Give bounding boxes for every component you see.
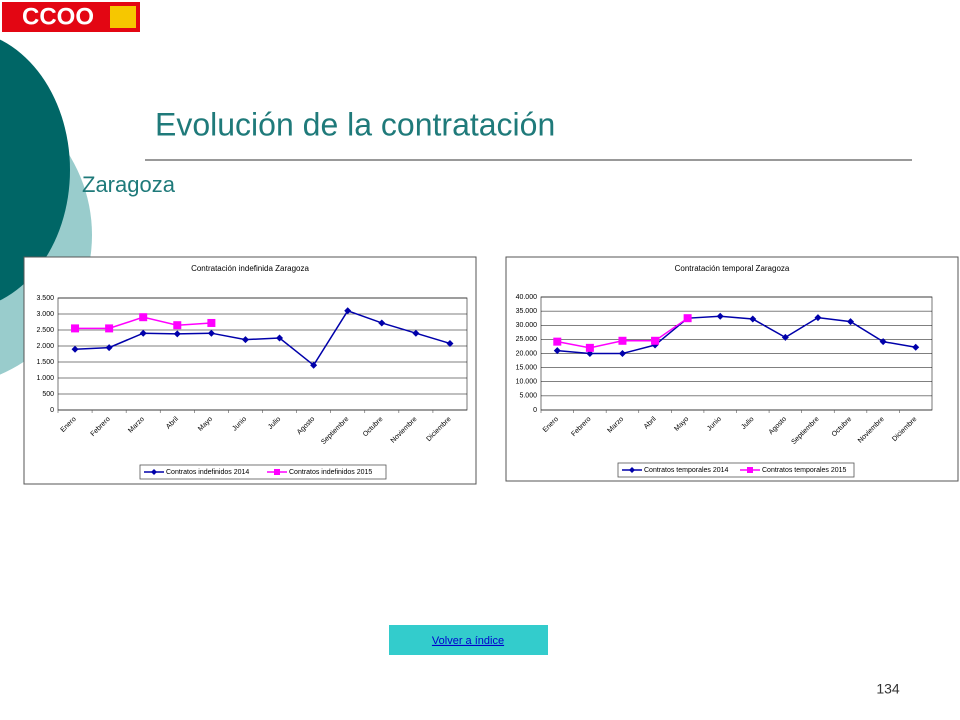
y-tick-label: 0 [50, 407, 54, 414]
page-number: 134 [876, 681, 900, 697]
legend-label: Contratos indefinidos 2015 [289, 469, 372, 476]
chart-frame [505, 256, 959, 482]
marker [105, 324, 114, 333]
legend-marker [274, 469, 280, 475]
chart-frame [23, 256, 477, 485]
marker [105, 344, 113, 352]
marker [749, 315, 757, 323]
y-tick-label: 3.500 [36, 295, 54, 302]
marker [71, 345, 79, 353]
legend-box [617, 462, 855, 478]
marker [446, 339, 454, 347]
marker [651, 336, 660, 345]
index-button[interactable] [389, 625, 548, 655]
marker [412, 329, 420, 337]
y-tick-label: 1.500 [36, 359, 54, 366]
slide-subtitle: Zaragoza [82, 172, 176, 197]
legend-marker [747, 467, 753, 473]
legend-box [139, 464, 387, 480]
decor-circle [0, 39, 70, 301]
y-tick-label: 40.000 [516, 294, 538, 301]
y-tick-label: 10.000 [516, 379, 538, 386]
logo-text: CCOO [22, 3, 94, 30]
y-tick-label: 0 [533, 407, 537, 414]
marker [139, 329, 147, 337]
legend-marker [151, 469, 157, 475]
series-line [557, 315, 916, 355]
marker [553, 347, 561, 355]
y-tick-label: 2.000 [36, 343, 54, 350]
chart-title: Contratación indefinida Zaragoza [191, 264, 309, 273]
marker [310, 361, 318, 369]
marker [207, 318, 216, 327]
legend-label: Contratos temporales 2014 [644, 467, 729, 474]
marker [618, 350, 626, 357]
marker [716, 312, 724, 320]
y-tick-label: 2.500 [36, 327, 54, 334]
series-line [75, 309, 451, 367]
logo-flag [110, 6, 136, 28]
marker [139, 313, 148, 322]
legend-label: Contratos indefinidos 2014 [166, 469, 249, 476]
marker [553, 337, 562, 346]
marker [912, 343, 920, 351]
marker [173, 321, 182, 330]
legend-label: Contratos temporales 2015 [762, 467, 847, 474]
marker [618, 336, 627, 345]
marker [241, 336, 249, 344]
marker [207, 329, 215, 337]
y-tick-label: 1.000 [36, 375, 54, 382]
y-tick-label: 5.000 [519, 393, 537, 400]
y-tick-label: 25.000 [516, 336, 538, 343]
marker [276, 334, 284, 342]
y-tick-label: 35.000 [516, 308, 538, 315]
index-link[interactable]: Volver a índice [432, 635, 504, 647]
y-tick-label: 3.000 [36, 311, 54, 318]
legend-marker [629, 467, 635, 473]
y-tick-label: 15.000 [516, 364, 538, 371]
slide-title: Evolución de la contratación [155, 106, 555, 142]
y-tick-label: 500 [42, 391, 54, 398]
y-tick-label: 30.000 [516, 322, 538, 329]
marker [781, 333, 789, 341]
marker [585, 343, 594, 352]
chart-title: Contratación temporal Zaragoza [675, 264, 790, 273]
marker [344, 307, 352, 315]
marker [847, 318, 855, 326]
marker [879, 338, 887, 346]
marker [173, 330, 181, 338]
marker [378, 319, 386, 327]
marker [71, 324, 80, 333]
marker [683, 314, 692, 323]
y-tick-label: 20.000 [516, 350, 538, 357]
marker [814, 314, 822, 322]
